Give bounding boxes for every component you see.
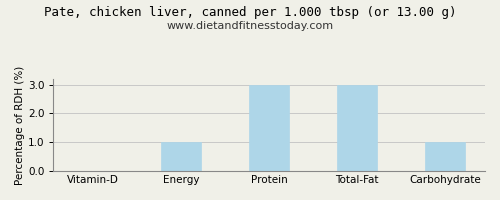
Text: www.dietandfitnesstoday.com: www.dietandfitnesstoday.com: [166, 21, 334, 31]
Bar: [337, 85, 377, 171]
Bar: [426, 142, 465, 171]
Bar: [161, 142, 200, 171]
Text: Pate, chicken liver, canned per 1.000 tbsp (or 13.00 g): Pate, chicken liver, canned per 1.000 tb…: [44, 6, 456, 19]
Bar: [249, 85, 289, 171]
Y-axis label: Percentage of RDH (%): Percentage of RDH (%): [15, 65, 25, 185]
